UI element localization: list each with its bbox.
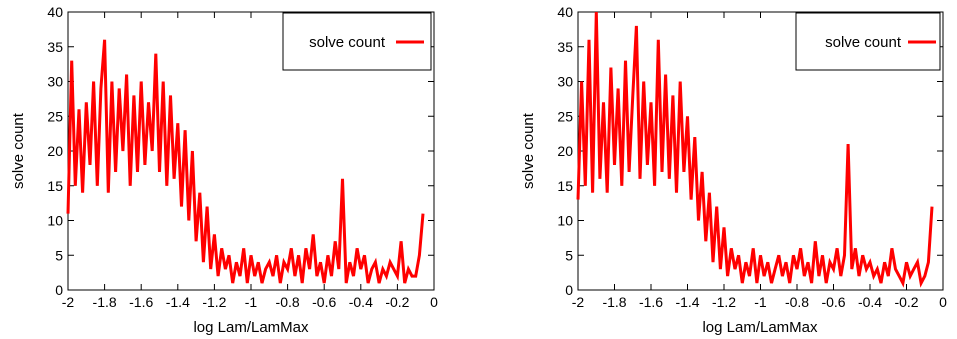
x-tick-label: -0.6 — [821, 294, 845, 310]
series-line-solve-count — [576, 11, 934, 288]
y-axis-ticks: 0 5 10 15 20 25 30 35 40 — [557, 4, 943, 298]
x-tick-label: -0.6 — [312, 294, 336, 310]
y-tick-label: 35 — [47, 39, 63, 55]
y-tick-label: 0 — [565, 282, 573, 298]
legend: solve count — [795, 12, 941, 71]
x-axis-label: log Lam/LamMax — [702, 319, 818, 336]
y-tick-label: 40 — [557, 4, 573, 20]
legend-label: solve count — [825, 34, 902, 51]
left-chart-panel: 0 5 10 15 20 25 30 35 40 -2 -1.8 -1.6 -1.4 -1.2 -1 -0.… — [10, 4, 438, 336]
y-tick-label: 30 — [557, 74, 573, 90]
y-tick-label: 25 — [47, 108, 63, 124]
y-tick-label: 40 — [47, 4, 63, 20]
series-line-solve-count — [66, 39, 425, 284]
y-tick-label: 5 — [565, 247, 573, 263]
y-tick-label: 15 — [557, 178, 573, 194]
x-tick-label: -0.4 — [858, 294, 882, 310]
x-tick-label: -1.8 — [602, 294, 626, 310]
right-chart-panel: 0 5 10 15 20 25 30 35 40 -2 -1.8 -1.6 -1.4 -1.2 -1 -0.… — [520, 4, 947, 336]
y-tick-label: 0 — [55, 282, 63, 298]
x-tick-label: -1.6 — [129, 294, 153, 310]
y-tick-label: 10 — [557, 213, 573, 229]
y-tick-label: 20 — [557, 143, 573, 159]
x-tick-label: -1.6 — [639, 294, 663, 310]
y-tick-label: 30 — [47, 74, 63, 90]
x-tick-label: -0.4 — [349, 294, 373, 310]
x-axis-ticks: -2 -1.8 -1.6 -1.4 -1.2 -1 -0.8 -0.6 -0.4 -0.2 0 — [572, 12, 947, 310]
y-axis-ticks: 0 5 10 15 20 25 30 35 40 — [47, 4, 434, 298]
x-tick-label: -2 — [572, 294, 585, 310]
x-tick-label: 0 — [430, 294, 438, 310]
x-axis-ticks: -2 -1.8 -1.6 -1.4 -1.2 -1 -0.8 -0.6 -0.4 -0.2 0 — [62, 12, 438, 310]
legend: solve count — [282, 12, 432, 71]
x-tick-label: -0.2 — [894, 294, 918, 310]
y-tick-label: 25 — [557, 108, 573, 124]
x-tick-label: -1 — [754, 294, 767, 310]
x-tick-label: -1.2 — [202, 294, 226, 310]
x-tick-label: -1.8 — [93, 294, 117, 310]
x-tick-label: -1.4 — [166, 294, 190, 310]
y-tick-label: 35 — [557, 39, 573, 55]
y-axis-label: solve count — [10, 112, 27, 189]
y-tick-label: 10 — [47, 213, 63, 229]
x-axis-label: log Lam/LamMax — [193, 319, 309, 336]
x-tick-label: -0.8 — [276, 294, 300, 310]
y-tick-label: 20 — [47, 143, 63, 159]
x-tick-label: 0 — [939, 294, 947, 310]
x-tick-label: -1.2 — [712, 294, 736, 310]
x-tick-label: -0.2 — [385, 294, 409, 310]
legend-label: solve count — [309, 34, 386, 51]
x-tick-label: -1 — [245, 294, 258, 310]
x-tick-label: -0.8 — [785, 294, 809, 310]
y-axis-label: solve count — [520, 112, 537, 189]
x-tick-label: -2 — [62, 294, 75, 310]
y-tick-label: 15 — [47, 178, 63, 194]
x-tick-label: -1.4 — [675, 294, 699, 310]
y-tick-label: 5 — [55, 247, 63, 263]
